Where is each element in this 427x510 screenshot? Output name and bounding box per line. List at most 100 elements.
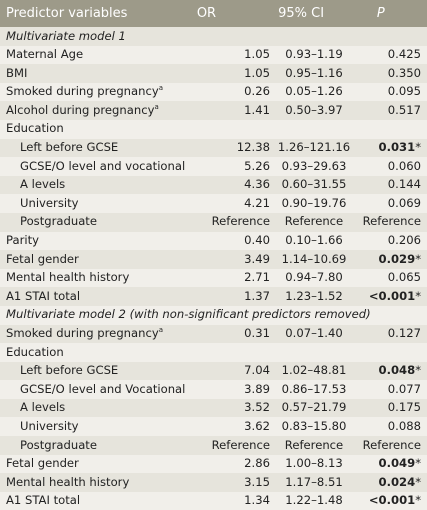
- p-cell: 0.425: [358, 48, 427, 61]
- table-row: BMI 1.05 0.95–1.16 0.350: [0, 64, 427, 83]
- p-value: Reference: [362, 437, 421, 452]
- table-row: Mental health history 3.15 1.17–8.51 0.024*: [0, 473, 427, 492]
- predictor-cell: Maternal Age: [0, 47, 192, 62]
- predictor-label: A1 STAI total: [6, 493, 81, 508]
- footnote-marker: a: [158, 84, 164, 93]
- p-value: 0.065: [387, 270, 421, 285]
- table-body: Multivariate model 1 Maternal Age 1.05 0.93…: [0, 27, 427, 510]
- p-cell: Reference: [358, 216, 427, 228]
- or-cell: 3.15: [244, 474, 270, 489]
- predictor-cell: A levels: [0, 402, 192, 414]
- predictor-label: Mental health history: [6, 270, 130, 285]
- predictor-cell: Left before GCSE: [0, 364, 192, 377]
- significance-marker: *: [415, 456, 421, 471]
- p-value: 0.350: [387, 65, 421, 80]
- or-cell: 1.05: [244, 65, 270, 80]
- predictor-cell: Parity: [0, 233, 192, 248]
- predictor-cell: Mental health history: [0, 270, 192, 285]
- or-cell: 0.31: [244, 326, 270, 340]
- ci-cell: 0.93–29.63: [281, 158, 347, 173]
- p-cell: 0.077: [358, 383, 427, 396]
- predictor-cell: Smoked during pregnancya: [0, 84, 192, 98]
- table-row: A levels 3.52 0.57–21.79 0.175: [0, 399, 427, 418]
- p-cell: <0.001*: [358, 495, 427, 507]
- ci-cell: 0.83–15.80: [281, 418, 347, 433]
- predictor-cell: Smoked during pregnancya: [0, 326, 192, 340]
- p-cell: 0.049*: [358, 456, 427, 471]
- predictor-label: GCSE/O level and vocational: [20, 158, 186, 173]
- or-cell: 4.36: [244, 177, 270, 192]
- p-value: 0.088: [387, 418, 421, 433]
- table-row: A levels 4.36 0.60–31.55 0.144: [0, 176, 427, 195]
- p-value: 0.127: [387, 326, 421, 340]
- table-row: A1 STAI total 1.34 1.22–1.48 <0.001*: [0, 491, 427, 510]
- p-cell: 0.517: [358, 102, 427, 117]
- p-cell: 0.065: [358, 270, 427, 285]
- table-row: GCSE/O level and Vocational 3.89 0.86–17.5…: [0, 380, 427, 399]
- significance-marker: *: [415, 493, 421, 508]
- ci-cell: 1.23–1.52: [285, 288, 343, 303]
- predictor-label: Multivariate model 1: [6, 28, 126, 43]
- table-row: Smoked during pregnancya 0.31 0.07–1.40 0.1…: [0, 325, 427, 344]
- predictor-label: University: [20, 418, 79, 433]
- or-cell: 2.71: [244, 270, 270, 285]
- predictor-label: Postgraduate: [20, 214, 97, 229]
- ci-cell: 0.07–1.40: [285, 326, 343, 340]
- predictor-label: Education: [6, 121, 64, 136]
- predictor-cell: Multivariate model 1: [0, 28, 192, 43]
- predictor-cell: A levels: [0, 178, 192, 191]
- or-cell: 0.26: [244, 84, 270, 99]
- ci-cell: 1.26–121.16: [277, 140, 351, 155]
- predictor-label: A1 STAI total: [6, 288, 81, 303]
- predictor-label: Smoked during pregnancy: [6, 326, 159, 340]
- ci-cell: 0.50–3.97: [285, 102, 343, 117]
- header-p: P: [376, 6, 385, 21]
- significance-marker: *: [415, 140, 421, 155]
- section-row: Multivariate model 1: [0, 27, 427, 46]
- or-cell: 7.04: [244, 363, 270, 378]
- p-cell: 0.144: [358, 177, 427, 192]
- table-row: Alcohol during pregnancya 1.41 0.50–3.97 0.…: [0, 101, 427, 120]
- predictor-label: Education: [6, 344, 64, 359]
- ci-cell: 1.17–8.51: [285, 474, 343, 489]
- or-cell: 2.86: [244, 456, 270, 471]
- predictor-cell: Education: [0, 123, 192, 135]
- predictor-label: Maternal Age: [6, 47, 84, 62]
- predictor-label: Parity: [6, 233, 39, 248]
- predictor-cell: Fetal gender: [0, 457, 192, 470]
- table-row: Smoked during pregnancya 0.26 0.05–1.26 0.0…: [0, 82, 427, 102]
- p-value: <0.001: [368, 493, 416, 508]
- table-row: Fetal gender 2.86 1.00–8.13 0.049*: [0, 454, 427, 474]
- ci-cell: 1.14–10.69: [281, 251, 347, 266]
- ci-cell: 0.60–31.55: [281, 177, 347, 192]
- p-cell: 0.024*: [358, 474, 427, 489]
- p-value: 0.049: [378, 456, 416, 471]
- p-value: 0.175: [387, 400, 421, 415]
- predictor-label: Fetal gender: [6, 251, 79, 266]
- p-value: 0.517: [387, 102, 421, 117]
- table-row: Education: [0, 119, 427, 139]
- ci-cell: 0.05–1.26: [285, 84, 343, 99]
- predictor-cell: GCSE/O level and vocational: [0, 158, 192, 173]
- p-cell: 0.048*: [358, 363, 427, 378]
- p-value: Reference: [362, 214, 421, 229]
- predictor-cell: GCSE/O level and Vocational: [0, 381, 192, 396]
- or-cell: 1.34: [244, 493, 270, 508]
- p-value: 0.048: [378, 363, 416, 378]
- table-row: Left before GCSE 12.38 1.26–121.16 0.031*: [0, 139, 427, 158]
- ci-cell: 0.90–19.76: [281, 195, 347, 210]
- p-cell: 0.069: [358, 197, 427, 210]
- or-cell: 3.52: [244, 400, 270, 415]
- predictor-label: GCSE/O level and Vocational: [20, 381, 186, 396]
- p-value: 0.024: [378, 474, 416, 489]
- p-value: 0.031: [378, 140, 416, 155]
- p-value: 0.144: [387, 177, 421, 192]
- ci-cell: Reference: [284, 437, 344, 452]
- p-value: <0.001: [368, 288, 416, 303]
- p-value: 0.029: [378, 251, 416, 266]
- predictor-label: A levels: [20, 400, 66, 415]
- significance-marker: *: [415, 474, 421, 489]
- section-row: Multivariate model 2 (with non-significa…: [0, 305, 427, 325]
- table-header: Predictor variables OR 95% CI P: [0, 0, 427, 27]
- table-row: GCSE/O level and vocational 5.26 0.93–29.6…: [0, 157, 427, 176]
